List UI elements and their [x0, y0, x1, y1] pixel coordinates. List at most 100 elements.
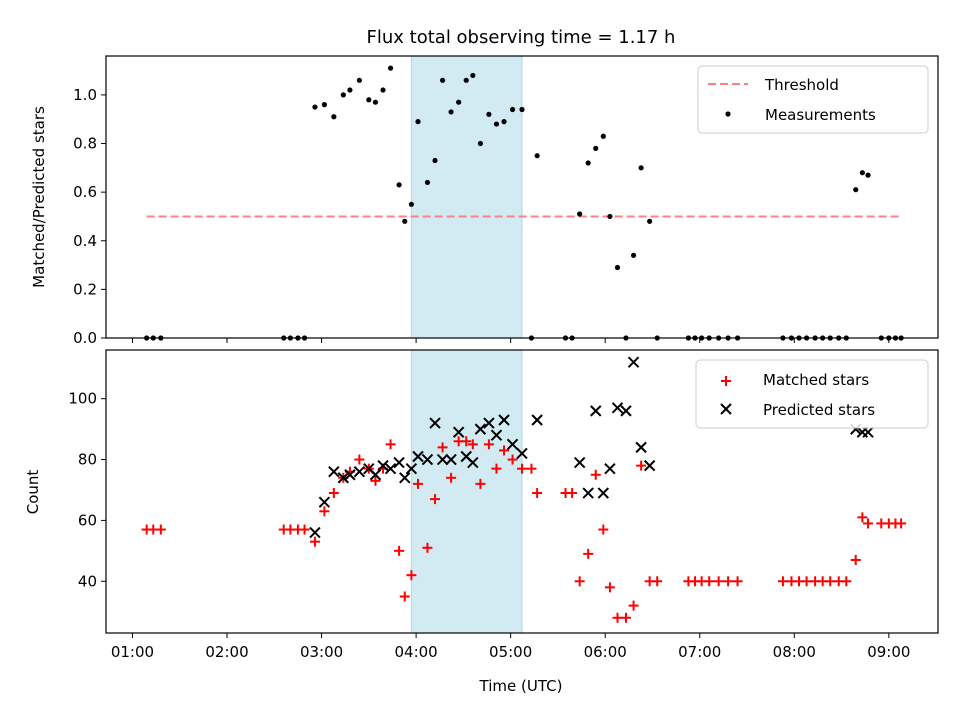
legend-matched-label: Matched stars	[763, 371, 869, 389]
measurements-point	[509, 106, 516, 113]
matched-stars-point	[841, 576, 852, 587]
bot-y-tick-label: 100	[68, 390, 97, 408]
matched-stars-point	[467, 439, 478, 450]
measurements-point	[607, 213, 613, 220]
top-y-tick-label: 0.8	[73, 135, 97, 153]
matched-stars-point	[155, 524, 166, 535]
measurements-point	[432, 157, 438, 164]
measurements-point	[853, 187, 859, 193]
x-tick-label: 08:00	[773, 643, 816, 661]
bottom-panel: 40 60 80 100 01:00 02:00 03:00 04:00 05:00 06:00…	[24, 349, 939, 695]
predicted-stars-point	[393, 456, 405, 469]
predicted-stars-point	[399, 472, 411, 484]
predicted-stars-point	[611, 402, 624, 414]
matched-stars-point	[526, 463, 537, 474]
top-y-tick-label: 0.6	[73, 183, 97, 201]
predicted-stars-point	[328, 466, 340, 478]
legend-measurements-label: Measurements	[765, 106, 876, 124]
matched-stars-point	[385, 439, 396, 450]
matched-stars-point	[863, 518, 874, 529]
predicted-stars-point	[862, 426, 874, 438]
matched-stars-point	[636, 460, 647, 471]
measurements-point	[493, 121, 500, 127]
matched-stars-point	[406, 570, 417, 581]
matched-stars-point	[801, 576, 812, 587]
bottom-y-axis-label: Count	[24, 470, 42, 515]
matched-stars-point	[612, 612, 623, 623]
legend-predicted-swatch	[720, 403, 732, 415]
measurements-point	[321, 102, 327, 108]
matched-stars-point	[532, 488, 543, 499]
predicted-stars-point	[318, 496, 331, 508]
measurements-point	[372, 99, 379, 105]
measurements-point	[448, 109, 454, 115]
matched-stars-point	[491, 463, 502, 474]
bot-y-tick-label: 80	[78, 451, 97, 469]
predicted-stars-point	[337, 472, 350, 484]
measurements-point	[380, 87, 386, 93]
predicted-stars-point	[627, 356, 640, 368]
predicted-stars-point	[573, 456, 586, 469]
matched-stars-point	[461, 436, 472, 447]
legend-threshold-label: Threshold	[764, 76, 839, 94]
matched-stars-point	[354, 454, 365, 465]
predicted-stars-point	[353, 466, 366, 478]
predicted-stars-point	[635, 441, 647, 454]
predicted-stars-point	[483, 417, 495, 429]
top-legend: Threshold Measurements	[697, 65, 929, 134]
predicted-stars-point	[384, 462, 397, 475]
predicted-stars-point	[531, 414, 543, 426]
measurements-point	[593, 145, 599, 151]
predicted-stars-point	[620, 405, 632, 417]
measurements-point	[519, 106, 525, 113]
predicted-stars-point	[412, 450, 424, 463]
matched-stars-point	[621, 612, 631, 623]
measurements-point	[439, 77, 446, 83]
measurements-point	[456, 99, 462, 105]
measurements-point	[366, 97, 372, 103]
predicted-stars-point	[429, 417, 441, 429]
matched-stars-point	[857, 512, 868, 523]
measurements-point	[387, 65, 394, 71]
predicted-stars-point	[490, 429, 503, 441]
matched-stars-point	[399, 591, 410, 602]
bottom-plot-frame	[105, 349, 939, 634]
measurements-point	[424, 179, 431, 186]
matched-stars-point	[652, 576, 663, 587]
legend-measurements-swatch	[725, 111, 731, 117]
top-plot-frame	[105, 55, 939, 339]
bottom-legend: Matched stars Predicted stars	[695, 359, 929, 429]
matched-stars-point	[723, 576, 734, 587]
measurements-point	[477, 140, 483, 147]
matched-stars-point	[896, 518, 907, 529]
matched-stars-point	[574, 576, 585, 587]
matched-stars-point	[309, 536, 320, 547]
matched-stars-point	[319, 506, 330, 517]
measurements-point	[614, 264, 621, 271]
matched-stars-point	[598, 524, 609, 535]
predicted-stars-point	[516, 447, 528, 460]
predicted-stars-point	[582, 487, 594, 499]
top-y-axis-label: Matched/Predicted stars	[30, 106, 48, 288]
measurements-point	[534, 153, 540, 159]
measurements-point	[396, 182, 402, 188]
predicted-stars-point	[498, 414, 510, 426]
x-tick-label: 04:00	[394, 643, 437, 661]
measurements-point	[600, 133, 606, 139]
legend-matched-swatch	[721, 376, 731, 386]
matched-stars-point	[475, 478, 486, 489]
matched-stars-point	[850, 554, 861, 565]
matched-stars-point	[507, 454, 518, 465]
x-tick-label: 06:00	[584, 643, 627, 661]
x-axis-label: Time (UTC)	[479, 677, 563, 695]
measurements-point	[585, 160, 591, 166]
measurements-point	[470, 72, 476, 79]
matched-stars-point	[413, 478, 423, 489]
top-y-tick-label: 0.2	[73, 280, 97, 298]
top-panel: Flux total observing time = 1.17 h 0.0 0.…	[30, 27, 939, 347]
matched-stars-point	[517, 463, 527, 474]
bot-y-tick-label: 60	[78, 511, 97, 529]
measurements-point	[408, 201, 414, 207]
measurements-point	[347, 87, 353, 93]
